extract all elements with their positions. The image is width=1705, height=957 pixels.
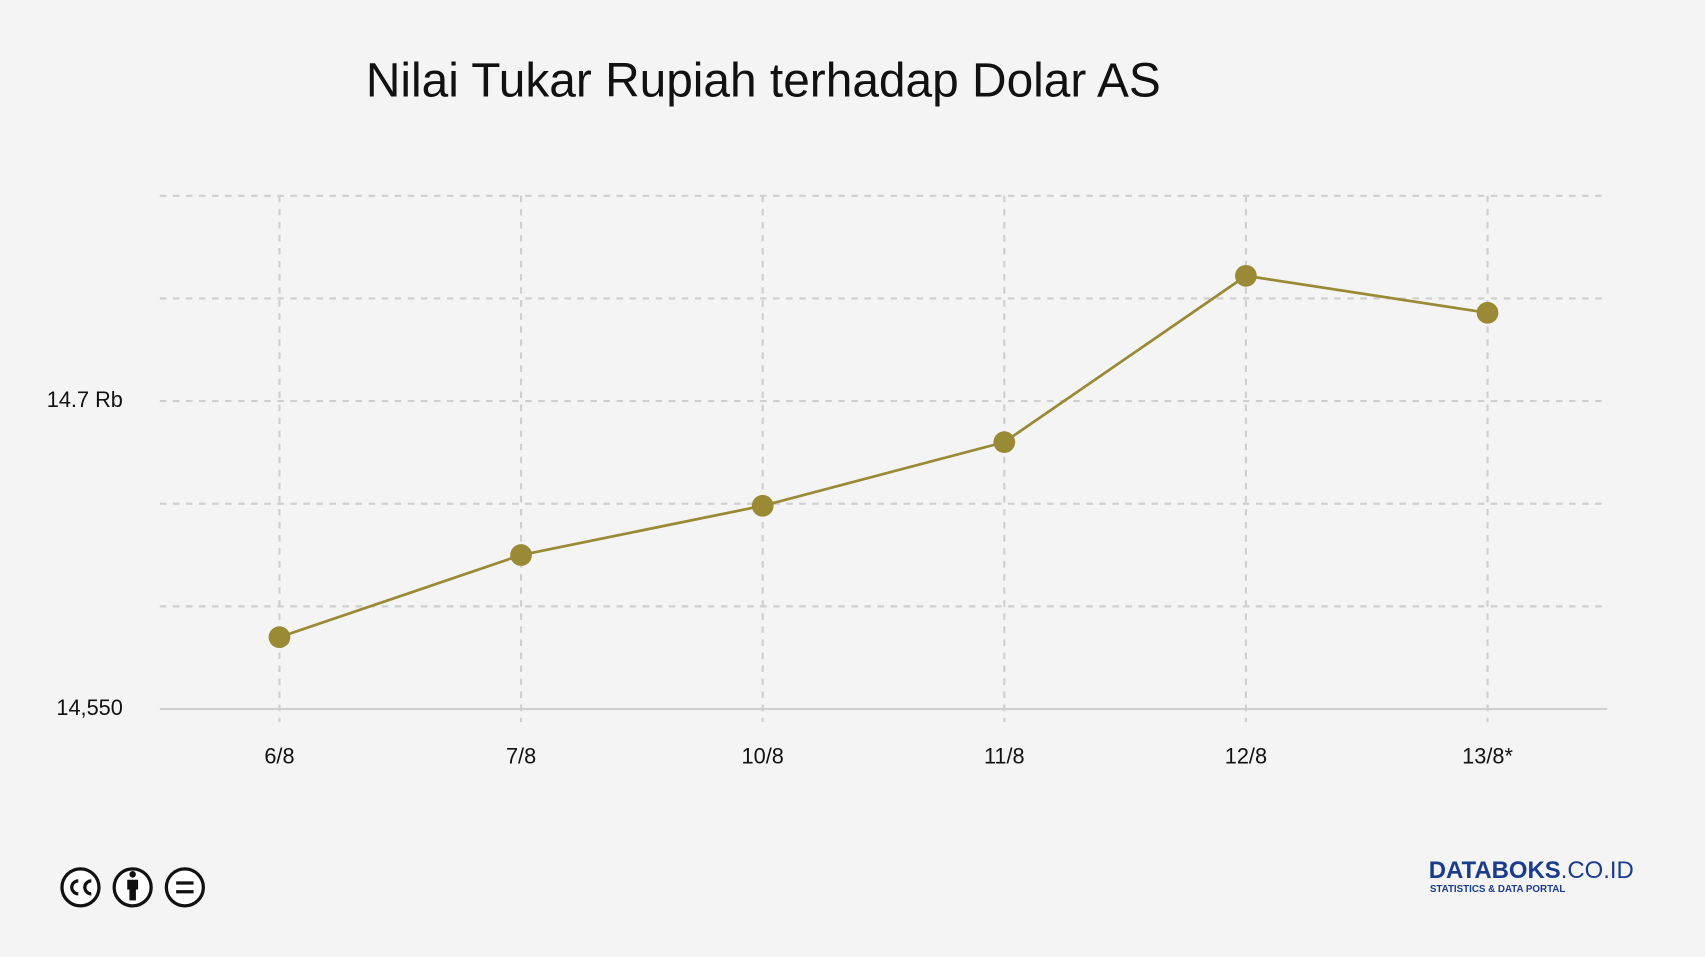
data-point xyxy=(268,626,291,649)
x-tick-label: 11/8 xyxy=(984,744,1025,769)
cc-icons xyxy=(60,867,205,908)
x-tick-label: 10/8 xyxy=(742,744,784,769)
y-tick-label: 14,550 xyxy=(56,695,122,720)
data-point xyxy=(1476,301,1499,324)
x-tick-label: 13/8* xyxy=(1462,744,1513,769)
brand-suffix: .CO.ID xyxy=(1561,857,1634,884)
x-tick-label: 7/8 xyxy=(506,744,536,769)
data-point xyxy=(751,494,774,517)
x-tick-label: 12/8 xyxy=(1225,744,1267,769)
brand: DATABOKS.CO.ID xyxy=(1429,857,1634,884)
data-point xyxy=(510,544,532,566)
brand-name: DATABOKS xyxy=(1429,857,1561,884)
data-point xyxy=(993,431,1016,454)
chart-title: Nilai Tukar Rupiah terhadap Dolar AS xyxy=(366,54,1161,107)
tagline: STATISTICS & DATA PORTAL xyxy=(1430,884,1565,895)
y-tick-label: 14.7 Rb xyxy=(47,387,123,412)
data-point xyxy=(1235,264,1257,287)
series-line xyxy=(279,274,1488,639)
x-tick-label: 6/8 xyxy=(264,744,294,769)
